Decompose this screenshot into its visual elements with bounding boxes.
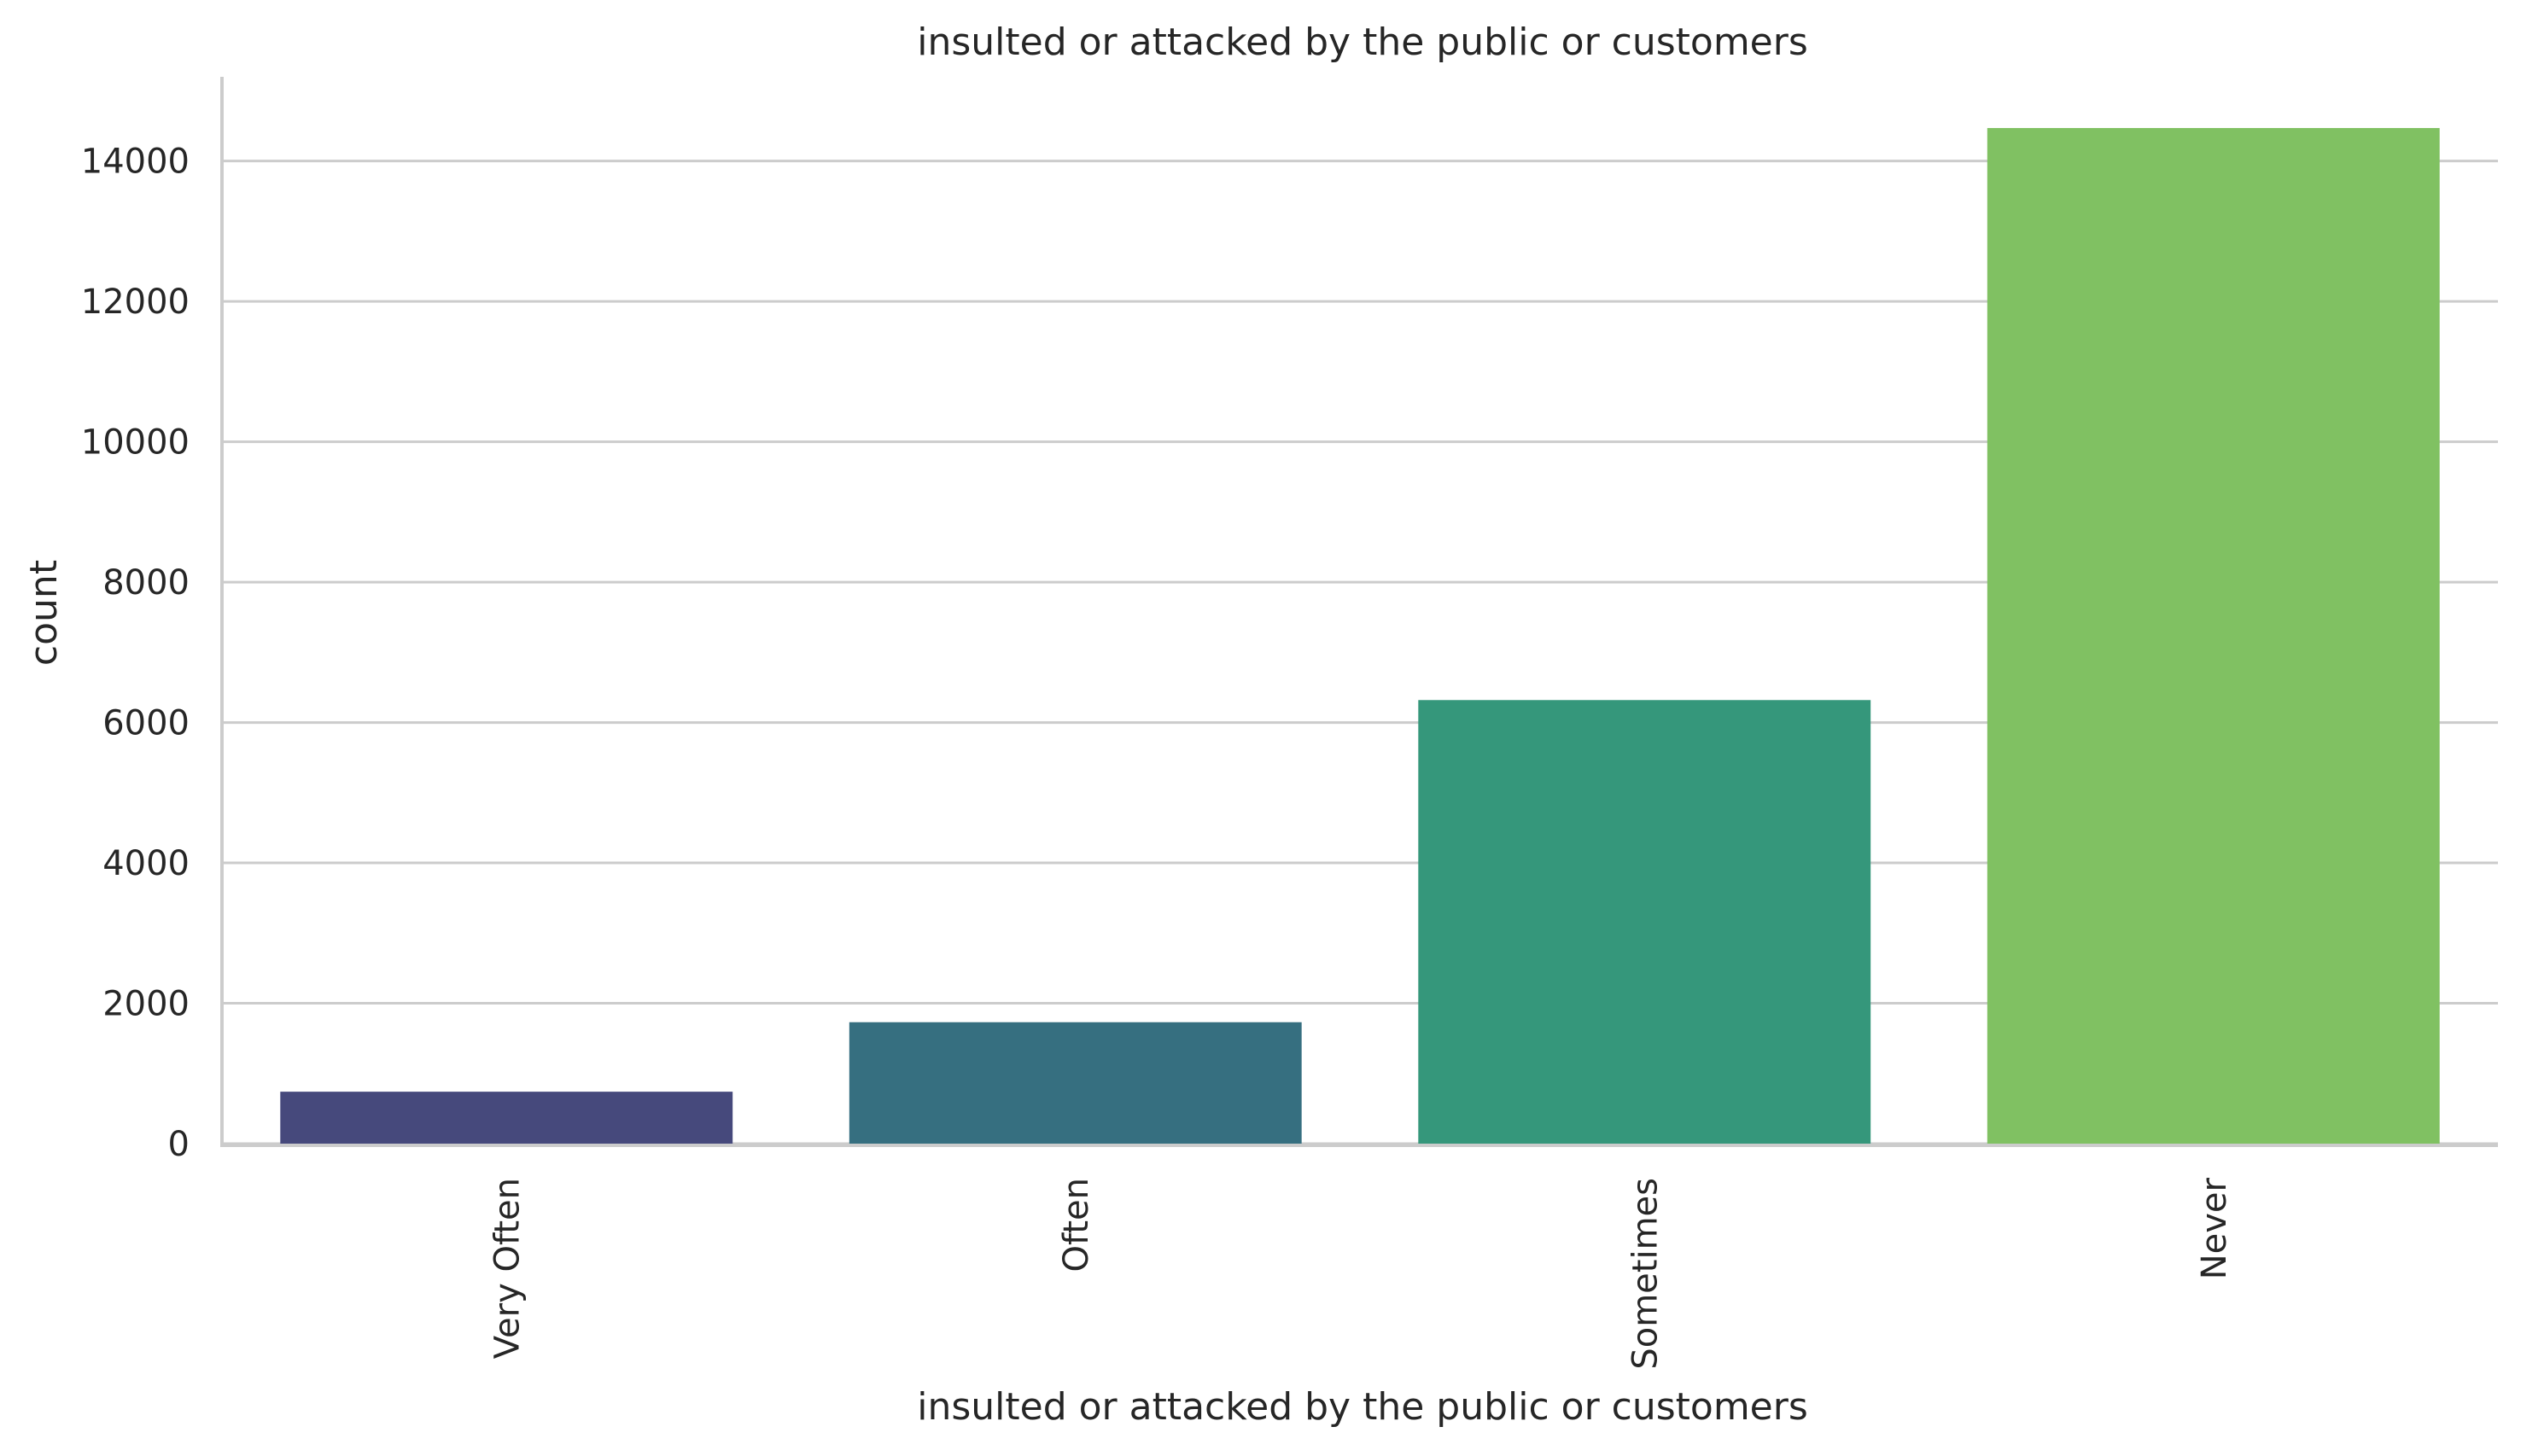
bar-never (1987, 128, 2440, 1144)
y-tick-label: 12000 (81, 282, 190, 322)
y-tick-label: 10000 (81, 423, 190, 463)
x-tick-labels: Very Often Often Sometimes Never (487, 1177, 2234, 1369)
x-tick-label: Often (1057, 1178, 1096, 1273)
x-axis-title: insulted or attacked by the public or cu… (917, 1385, 1808, 1429)
x-tick-label: Very Often (487, 1178, 527, 1359)
y-tick-labels: 0 2000 4000 6000 8000 10000 12000 14000 (81, 143, 190, 1164)
gridlines (222, 160, 2498, 1145)
y-tick-label: 0 (168, 1125, 190, 1164)
bar-often (849, 1022, 1302, 1144)
y-axis-title: count (22, 560, 66, 666)
y-tick-label: 6000 (102, 704, 190, 743)
y-tick-label: 8000 (102, 563, 190, 603)
y-tick-label: 2000 (102, 985, 190, 1024)
y-tick-label: 14000 (81, 143, 190, 182)
chart-title: insulted or attacked by the public or cu… (917, 20, 1808, 64)
bar-very-often (280, 1092, 733, 1144)
bar-sometimes (1418, 700, 1871, 1144)
x-tick-label: Sometimes (1625, 1178, 1665, 1370)
axes (220, 77, 2498, 1147)
x-tick-label: Never (2195, 1177, 2234, 1279)
bars (280, 128, 2440, 1144)
y-tick-label: 4000 (102, 844, 190, 883)
